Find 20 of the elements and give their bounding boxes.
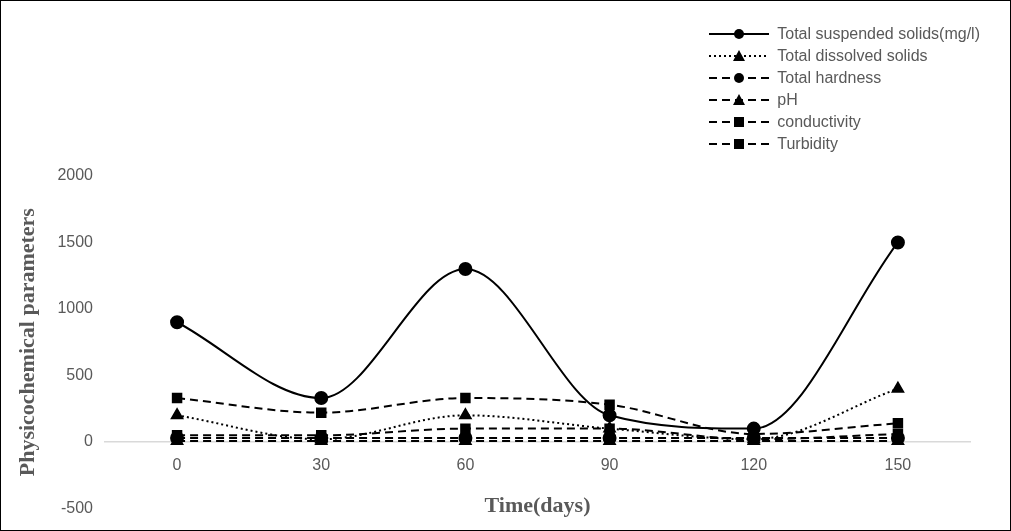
x-tick-label: 90 [600, 455, 619, 473]
y-tick-label: 1000 [57, 299, 94, 317]
x-tick-label: 0 [172, 455, 182, 473]
x-tick-label: 60 [456, 455, 475, 473]
y-tick-label: -500 [60, 498, 94, 516]
x-tick-label: 30 [312, 455, 331, 473]
y-tick-label: 2000 [57, 166, 94, 184]
x-axis-title: Time(days) [484, 492, 591, 518]
y-tick-label: 500 [66, 365, 94, 383]
legend-label: Total dissolved solids [777, 47, 928, 65]
y-tick-label: 1500 [57, 232, 94, 250]
legend-label: Total suspended solids(mg/l) [777, 25, 980, 43]
x-tick-label: 120 [740, 455, 768, 473]
legend-label: Total hardness [777, 69, 882, 87]
legend-label: Turbidity [777, 135, 838, 153]
y-axis-title: Physicochemical parameters [13, 207, 39, 477]
legend-label: pH [777, 91, 798, 109]
legend-label: conductivity [777, 113, 861, 131]
x-tick-label: 150 [884, 455, 912, 473]
y-tick-label: 0 [84, 432, 94, 450]
